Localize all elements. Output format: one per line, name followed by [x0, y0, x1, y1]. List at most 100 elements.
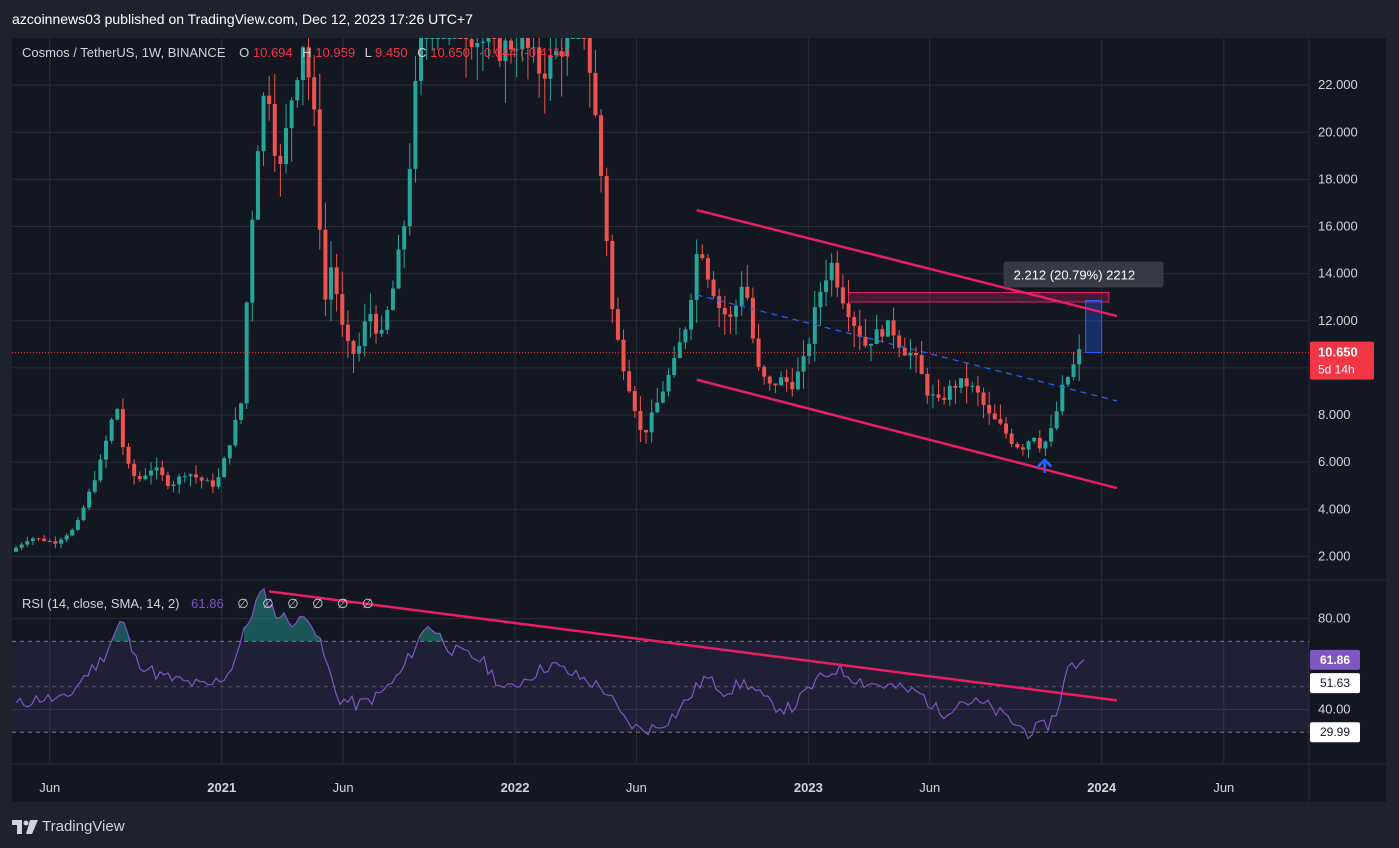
candle-body: [610, 240, 615, 310]
candle-body: [852, 317, 857, 326]
candle-body: [514, 49, 519, 51]
candle-body: [649, 412, 654, 433]
time-tick-label: 2021: [207, 780, 236, 795]
candlestick-series[interactable]: [14, 38, 1082, 553]
candle-body: [582, 38, 587, 39]
candle-body: [790, 381, 795, 390]
candle-body: [115, 409, 120, 420]
candle-body: [480, 41, 485, 43]
candle-body: [666, 374, 671, 392]
candle-body: [762, 366, 767, 377]
candle-body: [869, 343, 874, 346]
candle-body: [323, 229, 328, 300]
candle-body: [644, 429, 649, 433]
candle-body: [1032, 437, 1037, 442]
candle-body: [936, 394, 941, 398]
candle-body: [300, 47, 305, 81]
candle-body: [1026, 441, 1031, 450]
candle-body: [857, 325, 862, 337]
high-label: H: [302, 45, 311, 60]
time-tick-label: Jun: [919, 780, 940, 795]
candle-body: [1009, 433, 1014, 444]
candle-body: [424, 38, 429, 39]
candle-body: [390, 288, 395, 311]
close-value: 10.650: [430, 45, 470, 60]
rsi-tick-label: 80.00: [1318, 611, 1351, 626]
candle-body: [160, 467, 165, 476]
candle-body: [930, 394, 935, 396]
candle-body: [19, 544, 24, 548]
chart-canvas[interactable]: 2.212 (20.79%) 2212 22.000 20.000 18.000 16…: [12, 38, 1386, 802]
rsi-sma-badge: 51.63: [1310, 673, 1360, 694]
candle-body: [885, 320, 890, 337]
rsi-legend-extra-2: ∅: [262, 596, 273, 611]
rsi-axis-labels[interactable]: 80.00 40.00: [1318, 611, 1351, 717]
time-axis-labels[interactable]: Jun 2021 Jun 2022 Jun 2023 Jun 2024 Jun: [39, 780, 1234, 795]
candle-body: [638, 410, 643, 430]
candle-body: [345, 324, 350, 341]
tradingview-logo-text: TradingView: [42, 818, 125, 835]
rsi-lower-badge: 29.99: [1310, 722, 1360, 743]
candle-body: [739, 286, 744, 306]
chart-frame[interactable]: 2.212 (20.79%) 2212 22.000 20.000 18.000 16…: [12, 38, 1386, 802]
rsi-legend-title[interactable]: RSI (14, close, SMA, 14, 2): [22, 596, 180, 611]
measure-tooltip: 2.212 (20.79%) 2212: [1003, 261, 1164, 288]
candle-body: [784, 377, 789, 382]
candle-body: [75, 520, 80, 530]
rsi-overbought-fill: [112, 588, 444, 642]
candle-body: [705, 258, 710, 280]
price-axis-labels[interactable]: 22.00020.00018.00016.00014.00012.00010.0…: [1318, 77, 1358, 563]
time-tick-label: Jun: [39, 780, 60, 795]
candle-body: [30, 538, 35, 542]
candle-body: [452, 38, 457, 39]
tradingview-logo[interactable]: TradingView: [12, 818, 125, 835]
candle-body: [672, 358, 677, 375]
candle-body: [970, 385, 975, 387]
candle-body: [435, 38, 440, 39]
candle-body: [953, 385, 958, 388]
candle-body: [728, 314, 733, 317]
candle-body: [1037, 437, 1042, 449]
rsi-legend[interactable]: RSI (14, close, SMA, 14, 2) 61.86 ∅ ∅ ∅ …: [22, 596, 373, 611]
candle-body: [745, 286, 750, 298]
candle-body: [621, 339, 626, 372]
resistance-zone-rectangle[interactable]: [848, 292, 1110, 303]
candle-body: [542, 73, 547, 79]
rsi-tick-label: 40.00: [1318, 701, 1351, 716]
arrow-up-icon[interactable]: [1037, 458, 1052, 474]
measure-tooltip-text: 2.212 (20.79%) 2212: [1014, 268, 1135, 283]
channel-lower-trendline[interactable]: [696, 378, 1118, 490]
candle-body: [98, 459, 103, 481]
candle-body: [222, 458, 227, 478]
price-tick-label: 6.000: [1318, 454, 1351, 469]
time-tick-label: Jun: [626, 780, 647, 795]
candle-body: [565, 38, 570, 57]
candle-body: [340, 294, 345, 325]
candle-body: [807, 343, 812, 357]
candle-body: [1049, 428, 1054, 442]
candle-body: [717, 296, 722, 308]
candle-body: [357, 346, 362, 354]
candle-body: [492, 38, 497, 39]
price-range-measure-box[interactable]: [1085, 300, 1103, 354]
candle-body: [503, 40, 508, 62]
candle-body: [137, 476, 142, 480]
candle-body: [154, 467, 159, 471]
candle-body: [548, 55, 553, 79]
published-by-line: azcoinnews03 published on TradingView.co…: [12, 11, 473, 27]
symbol-name[interactable]: Cosmos / TetherUS, 1W, BINANCE: [22, 45, 226, 60]
candle-body: [627, 371, 632, 392]
rsi-legend-extra-4: ∅: [312, 596, 323, 611]
candle-body: [700, 254, 705, 259]
candle-body: [897, 335, 902, 348]
channel-upper-trendline[interactable]: [696, 208, 1118, 318]
rsi-legend-extra-5: ∅: [337, 596, 348, 611]
candle-body: [284, 128, 289, 164]
candle-body: [615, 309, 620, 340]
rsi-trendline[interactable]: [268, 590, 1118, 702]
candle-body: [902, 347, 907, 356]
candle-body: [362, 321, 367, 347]
symbol-legend[interactable]: Cosmos / TetherUS, 1W, BINANCE O 10.694 …: [22, 45, 570, 60]
candle-body: [447, 38, 452, 39]
rsi-line[interactable]: [15, 587, 1085, 740]
